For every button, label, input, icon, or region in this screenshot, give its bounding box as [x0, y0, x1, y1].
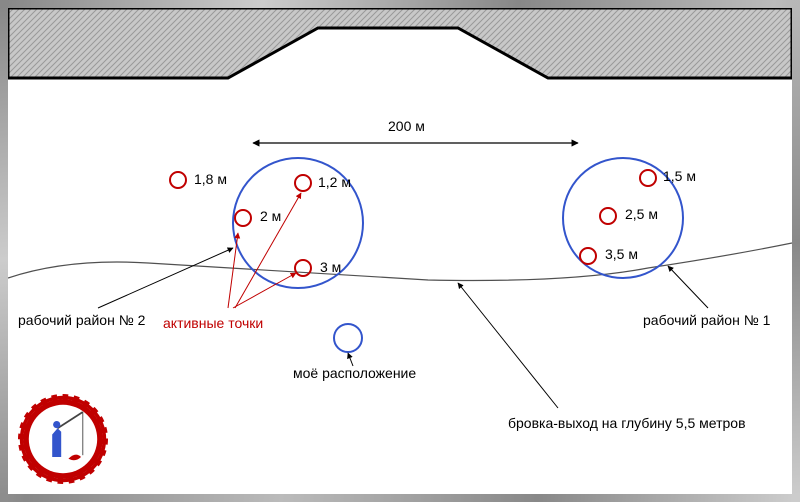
- dimension-label: 200 м: [388, 118, 425, 134]
- point-2-5m: [600, 208, 616, 224]
- callout-brovka: [458, 283, 558, 408]
- point-label: 2 м: [260, 208, 281, 224]
- point-label: 3,5 м: [605, 246, 638, 262]
- diagram-canvas: 200 м 1,8 м 1,2 м 2 м 3 м 1,5 м 2,5 м 3,…: [8, 8, 792, 494]
- callout-active-1: [228, 233, 238, 308]
- point-label: 1,8 м: [194, 171, 227, 187]
- point-3-5m: [580, 248, 596, 264]
- point-1-8m: [170, 172, 186, 188]
- point-label: 1,5 м: [663, 168, 696, 184]
- point-label: 3 м: [320, 259, 341, 275]
- shore-region: [8, 8, 792, 78]
- callout-zone2: [98, 248, 233, 308]
- point-label: 1,2 м: [318, 174, 351, 190]
- brovka-label: бровка-выход на глубину 5,5 метров: [508, 415, 746, 431]
- zone1-label: рабочий район № 1: [643, 312, 770, 328]
- point-1-5m: [640, 170, 656, 186]
- my-position-label: моё расположение: [293, 365, 416, 381]
- my-position-marker: [334, 324, 362, 352]
- zone2-label: рабочий район № 2: [18, 312, 145, 328]
- point-3m: [295, 260, 311, 276]
- point-1-2m: [295, 175, 311, 191]
- active-points-label: активные точки: [163, 315, 263, 331]
- callout-zone1: [668, 266, 708, 308]
- logo-icon: [18, 394, 108, 484]
- point-label: 2,5 м: [625, 206, 658, 222]
- point-2m: [235, 210, 251, 226]
